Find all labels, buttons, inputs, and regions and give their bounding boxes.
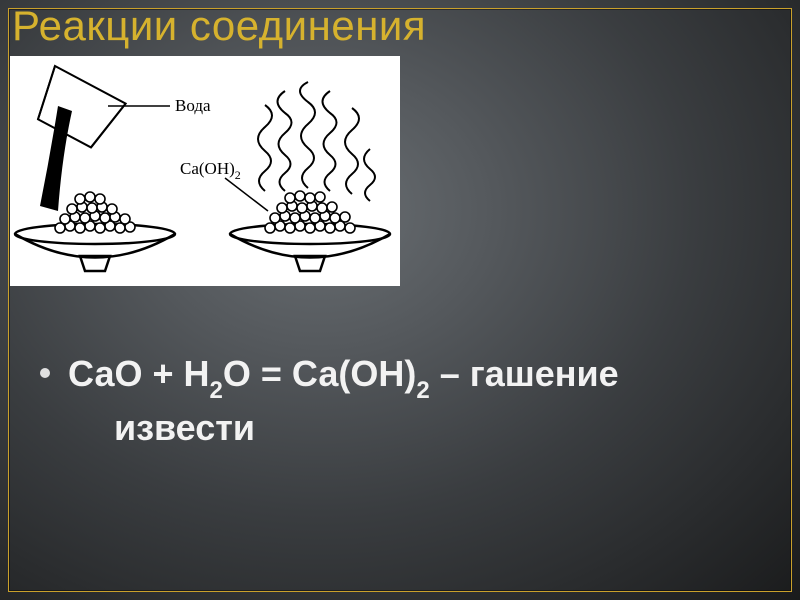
steam-cloud: [258, 82, 375, 201]
eq-sub-1: 2: [210, 377, 223, 404]
pointer-product: [225, 178, 268, 211]
right-pile: [265, 191, 355, 233]
beaker-icon: [29, 66, 125, 152]
eq-part-2: О = Са(ОН): [223, 353, 416, 394]
eq-sub-2: 2: [416, 377, 429, 404]
equation-text: СаО + Н2О = Са(ОН)2 – гашение извести: [40, 350, 760, 452]
bullet-icon: [40, 368, 50, 378]
eq-part-1: СаО + Н: [68, 353, 210, 394]
slide-title: Реакции соединения: [12, 2, 426, 50]
eq-part-3: – гашение: [430, 353, 619, 394]
eq-line-2: извести: [40, 404, 760, 453]
diagram-svg: Вода Са(ОН)2: [10, 56, 400, 286]
left-pile: [55, 192, 135, 233]
left-dish: [15, 224, 175, 271]
label-product: Са(ОН)2: [180, 159, 241, 182]
reaction-diagram: Вода Са(ОН)2: [10, 56, 400, 286]
label-water: Вода: [175, 96, 211, 115]
